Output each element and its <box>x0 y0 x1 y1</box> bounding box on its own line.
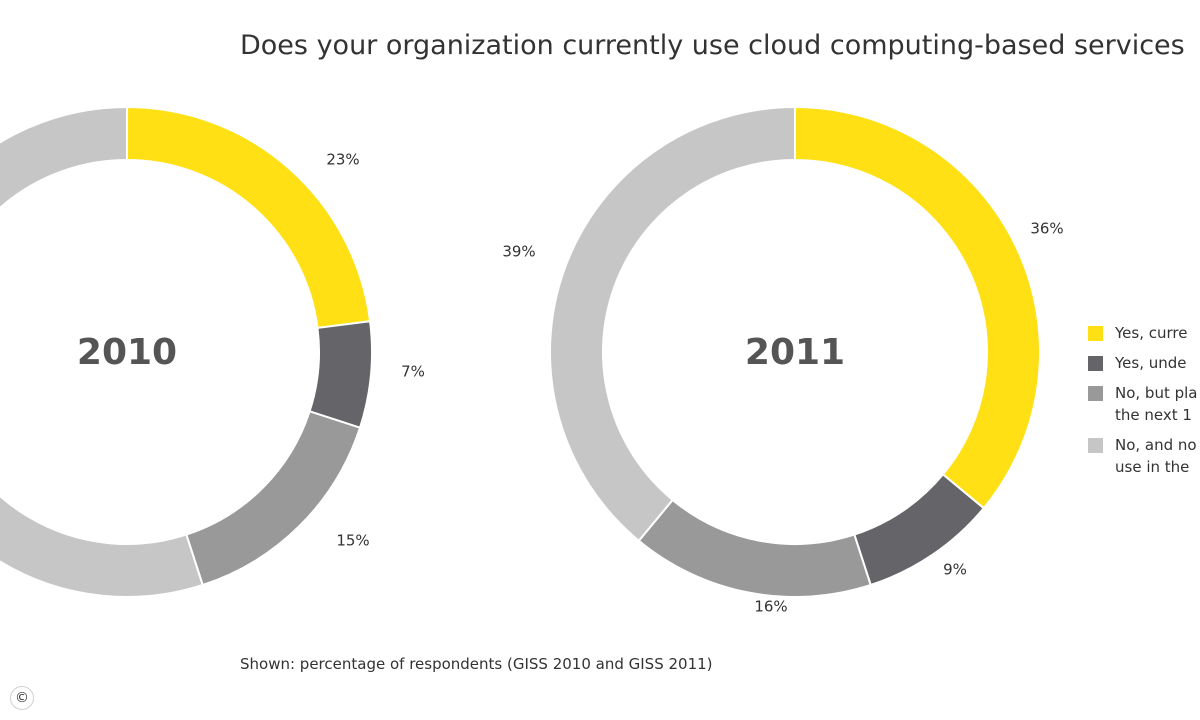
legend-item-no-not-planning: No, and no use in the <box>1088 434 1200 478</box>
legend-item-no-planning: No, but pla the next 1 <box>1088 382 1200 426</box>
chart-title: Does your organization currently use clo… <box>240 30 1185 61</box>
donut-center-label-2010: 2010 <box>77 332 177 373</box>
footnote: Shown: percentage of respondents (GISS 2… <box>240 655 713 673</box>
copyright-icon: © <box>10 686 34 710</box>
donut-slice-2010-0 <box>126 105 372 330</box>
legend-swatch-yellow <box>1088 326 1103 341</box>
donut-slice-2011-3 <box>549 105 796 543</box>
donut-slice-2011-2 <box>637 498 872 598</box>
donut-slice-2010-2 <box>185 410 362 587</box>
legend-swatch-mid-gray <box>1088 386 1103 401</box>
slice-label-2011-3: 39% <box>502 243 535 261</box>
legend-swatch-dark-gray <box>1088 356 1103 371</box>
slice-label-2011-1: 9% <box>943 561 967 579</box>
slice-label-2010-0: 23% <box>326 151 359 169</box>
slice-label-2010-1: 7% <box>401 363 425 381</box>
legend: Yes, curre Yes, unde No, but pla the nex… <box>1088 322 1200 486</box>
legend-label: Yes, unde <box>1115 354 1187 372</box>
slice-label-2010-2: 15% <box>336 532 369 550</box>
donut-center-label-2011: 2011 <box>745 332 845 373</box>
slice-label-2011-2: 16% <box>754 598 787 616</box>
legend-label: No, and no use in the <box>1115 436 1197 476</box>
legend-item-yes-evaluating: Yes, unde <box>1088 352 1200 374</box>
legend-label: No, but pla the next 1 <box>1115 384 1198 424</box>
legend-label: Yes, curre <box>1115 324 1188 342</box>
donut-slice-2010-1 <box>308 320 373 429</box>
donut-slice-2010-3 <box>0 105 204 598</box>
slice-label-2011-0: 36% <box>1030 220 1063 238</box>
legend-swatch-light-gray <box>1088 438 1103 453</box>
donut-slice-2011-0 <box>794 105 1041 510</box>
legend-item-yes-currently: Yes, curre <box>1088 322 1200 344</box>
